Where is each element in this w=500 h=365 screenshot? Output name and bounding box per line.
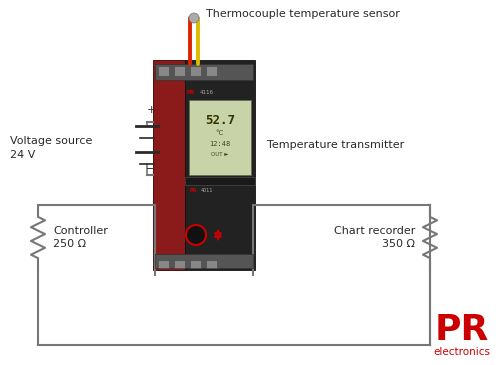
Bar	[155, 254, 253, 268]
Bar	[174, 66, 185, 76]
Bar	[158, 66, 169, 76]
Text: Voltage source
24 V: Voltage source 24 V	[10, 136, 92, 160]
Text: PR: PR	[190, 188, 196, 192]
Bar	[185, 177, 255, 185]
Text: PR: PR	[187, 89, 195, 95]
Bar	[206, 66, 217, 76]
Text: 12:48: 12:48	[210, 141, 231, 147]
Bar	[206, 260, 217, 268]
Text: electronics: electronics	[434, 347, 490, 357]
Text: −: −	[146, 164, 156, 174]
Bar	[190, 66, 201, 76]
Circle shape	[186, 225, 206, 245]
Bar	[185, 60, 255, 270]
Bar	[155, 64, 253, 80]
Text: 52.7: 52.7	[205, 114, 235, 127]
Text: 4011: 4011	[201, 188, 213, 192]
Bar	[153, 60, 185, 270]
Text: °C: °C	[216, 130, 224, 136]
Bar	[174, 260, 185, 268]
Text: Chart recorder
350 Ω: Chart recorder 350 Ω	[334, 226, 415, 249]
Text: +: +	[146, 105, 156, 115]
Text: PR: PR	[435, 313, 489, 347]
Bar	[158, 260, 169, 268]
Text: Controller
250 Ω: Controller 250 Ω	[53, 226, 108, 249]
Circle shape	[189, 13, 199, 23]
Text: OUT ►: OUT ►	[211, 153, 229, 158]
Text: Thermocouple temperature sensor: Thermocouple temperature sensor	[206, 9, 400, 19]
Text: 4116: 4116	[200, 89, 214, 95]
Text: Temperature transmitter: Temperature transmitter	[267, 140, 404, 150]
Bar	[189, 100, 251, 175]
Bar	[190, 260, 201, 268]
